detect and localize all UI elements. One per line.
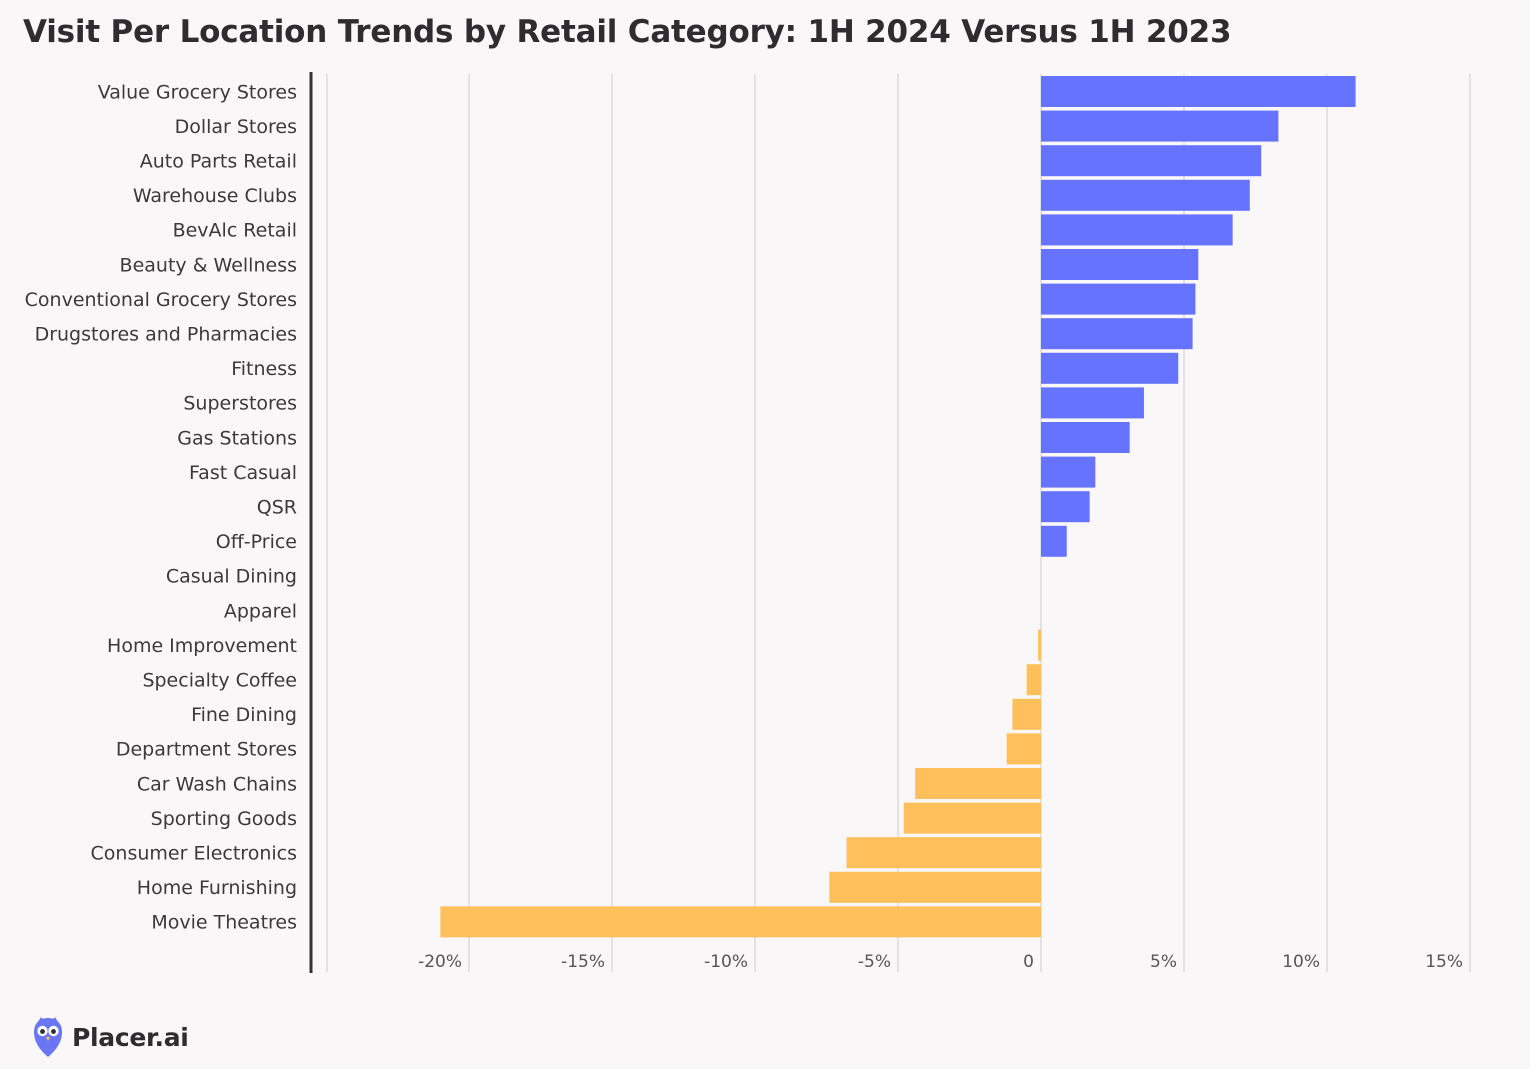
category-label: Movie Theatres bbox=[151, 912, 297, 934]
category-label: BevAlc Retail bbox=[173, 220, 297, 242]
bar-chart: Value Grocery Stores Dollar Stores Auto Pa… bbox=[25, 72, 1471, 973]
category-label: Superstores bbox=[183, 393, 297, 415]
category-label: Conventional Grocery Stores bbox=[25, 289, 297, 311]
bar bbox=[1041, 491, 1090, 523]
bars bbox=[440, 76, 1356, 938]
category-label: Apparel bbox=[224, 600, 297, 622]
brand-logo: Placer.ai bbox=[32, 1016, 189, 1058]
bar bbox=[1041, 525, 1067, 557]
bar bbox=[915, 768, 1041, 799]
x-tick-label: -20% bbox=[418, 952, 462, 972]
category-label: Fast Casual bbox=[189, 462, 297, 484]
category-label: Dollar Stores bbox=[175, 116, 297, 138]
category-label: Value Grocery Stores bbox=[98, 81, 297, 103]
owl-logo-icon bbox=[34, 1017, 62, 1057]
bar bbox=[1041, 352, 1179, 384]
bar bbox=[1041, 387, 1144, 419]
category-label: Beauty & Wellness bbox=[120, 254, 297, 276]
bar bbox=[1012, 698, 1041, 730]
bar bbox=[1041, 249, 1199, 280]
category-label: Fitness bbox=[231, 358, 297, 380]
bar bbox=[829, 871, 1041, 903]
x-tick-labels: -20% -15% -10% -5% 0 5% 10% 15% bbox=[418, 952, 1463, 972]
bar bbox=[1041, 283, 1196, 315]
category-label: Specialty Coffee bbox=[142, 670, 297, 692]
category-label: Warehouse Clubs bbox=[133, 185, 297, 207]
bar bbox=[846, 837, 1041, 869]
bar bbox=[1041, 179, 1250, 211]
category-labels: Value Grocery Stores Dollar Stores Auto Pa… bbox=[25, 81, 297, 933]
chart-title: Visit Per Location Trends by Retail Cate… bbox=[23, 14, 1232, 50]
bar bbox=[1041, 110, 1279, 142]
bar bbox=[903, 802, 1041, 834]
x-tick-label: 0 bbox=[1023, 952, 1034, 972]
bar bbox=[1041, 76, 1356, 107]
category-label: Gas Stations bbox=[177, 427, 297, 449]
category-label: Auto Parts Retail bbox=[140, 151, 297, 173]
category-label: Home Furnishing bbox=[137, 877, 297, 899]
x-tick-label: -10% bbox=[704, 952, 748, 972]
brand-name: Placer.ai bbox=[72, 1022, 189, 1052]
grid-lines bbox=[326, 74, 1471, 972]
category-label: QSR bbox=[257, 497, 297, 519]
bar bbox=[1041, 145, 1262, 177]
category-label: Casual Dining bbox=[166, 566, 297, 588]
bar bbox=[1041, 422, 1130, 453]
category-label: Consumer Electronics bbox=[91, 843, 297, 865]
bar bbox=[1026, 664, 1041, 696]
x-tick-label: -15% bbox=[561, 952, 605, 972]
bar bbox=[1041, 456, 1096, 488]
x-tick-label: -5% bbox=[858, 952, 891, 972]
bar bbox=[440, 906, 1041, 938]
category-label: Sporting Goods bbox=[151, 808, 297, 830]
x-tick-label: 15% bbox=[1425, 952, 1463, 972]
category-label: Department Stores bbox=[116, 739, 297, 761]
bar bbox=[1038, 629, 1041, 661]
category-label: Off-Price bbox=[216, 531, 297, 553]
x-tick-label: 5% bbox=[1150, 952, 1177, 972]
bar bbox=[1041, 318, 1193, 350]
category-label: Car Wash Chains bbox=[137, 773, 297, 795]
bar bbox=[1041, 214, 1233, 246]
category-label: Fine Dining bbox=[191, 704, 297, 726]
bar bbox=[1006, 733, 1041, 765]
category-label: Drugstores and Pharmacies bbox=[35, 324, 297, 346]
x-tick-label: 10% bbox=[1282, 952, 1320, 972]
category-label: Home Improvement bbox=[107, 635, 297, 657]
